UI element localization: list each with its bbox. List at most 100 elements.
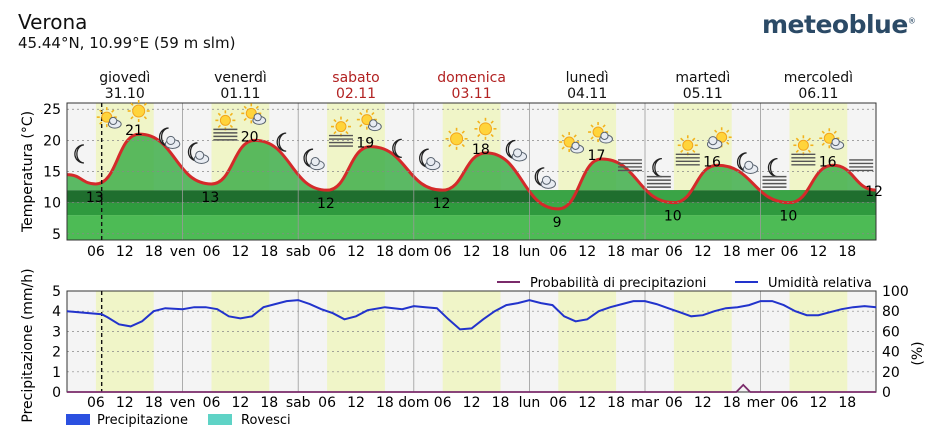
cloud-puff: [600, 131, 609, 140]
precip-hour-tick: 12: [809, 395, 827, 411]
temp-min-label: 10: [664, 209, 682, 225]
precip-tick-label: 4: [52, 304, 61, 320]
sun-ray: [371, 111, 375, 116]
sun-cloud-icon: [819, 128, 845, 150]
sun-ray: [333, 130, 337, 135]
sun-disc: [478, 122, 492, 136]
temp-plot-frame: [66, 102, 877, 241]
temp-max-label: 16: [819, 154, 837, 170]
sun-ray: [590, 124, 594, 128]
sun-ray: [243, 105, 247, 109]
temp-hour-tick: 18: [260, 244, 278, 260]
daylight-band: [95, 291, 154, 392]
day-date: 31.10: [105, 86, 145, 102]
fog-icon: [849, 159, 874, 172]
sun-disc: [219, 114, 231, 126]
sun-icon: [127, 100, 150, 122]
sun-ray: [99, 121, 103, 125]
moon-icon: [392, 138, 402, 159]
precip-hour-tick: 18: [607, 395, 625, 411]
sun-ray: [561, 146, 565, 150]
sun-ray: [795, 149, 799, 153]
temperature-area: [67, 134, 877, 209]
sun-ray: [359, 111, 363, 116]
cloud-puff: [744, 160, 754, 170]
precip-hour-tick: 12: [578, 395, 596, 411]
precip-hour-tick: 12: [694, 395, 712, 411]
precip-day-abbr: mar: [631, 395, 659, 411]
cloud-puff: [513, 148, 523, 158]
precip-tick-label: 0: [52, 385, 61, 401]
temp-day-abbr: ven: [170, 244, 196, 260]
humidity-line: [66, 299, 877, 331]
legend-label-showers: Rovesci: [241, 413, 291, 428]
sun-ray: [345, 118, 349, 123]
temp-hour-tick: 12: [694, 244, 712, 260]
temp-hour-tick: 06: [318, 244, 336, 260]
day-name: domenica: [437, 70, 506, 86]
daylight-band: [327, 291, 385, 392]
moon-cloud-icon: [505, 139, 528, 162]
sun-ray: [833, 130, 837, 134]
temp-hour-tick: 12: [231, 244, 249, 260]
temp-day-abbr: lun: [519, 244, 541, 260]
temp-hour-tick: 12: [578, 244, 596, 260]
climate-band: [67, 190, 876, 203]
climate-band: [67, 202, 876, 216]
sun-ray: [143, 116, 148, 120]
sun-ray: [448, 143, 452, 148]
legend-label-humidity: Umidità relativa: [768, 276, 872, 291]
sun-disc: [682, 139, 694, 151]
precip-day-abbr: sab: [286, 395, 311, 411]
precip-hour-tick: 12: [347, 395, 365, 411]
temp-min-label: 12: [433, 196, 451, 212]
moon-icon: [74, 144, 84, 164]
temp-end-label: 12: [865, 184, 883, 200]
temp-max-label: 19: [356, 136, 374, 152]
moon-cloud-icon: [419, 148, 441, 171]
moon-cloud-icon: [303, 148, 325, 171]
sun-ray: [573, 134, 577, 138]
cloud-puff: [571, 141, 580, 150]
sun-ray: [217, 112, 221, 116]
brand-trademark: ®: [907, 16, 916, 26]
temp-hour-tick: 12: [347, 244, 365, 260]
temp-tick-label: 15: [43, 165, 61, 181]
temp-day-abbr: mar: [631, 244, 659, 260]
sun-ray: [99, 109, 103, 113]
sun-ray: [461, 130, 465, 134]
precip-hour-tick: 06: [781, 395, 799, 411]
sun-ray: [602, 124, 606, 128]
day-name: sabato: [332, 70, 379, 86]
precip-hour-tick: 06: [434, 395, 452, 411]
sun-ray: [680, 137, 684, 141]
daylight-band: [789, 291, 848, 392]
sun-ray: [692, 137, 696, 141]
cloud-puff: [109, 116, 118, 126]
sun-ray: [461, 143, 465, 148]
temp-min-label: 10: [779, 209, 797, 225]
humidity-axis-label: (%): [910, 341, 926, 365]
day-name: lunedì: [566, 70, 609, 86]
day-name: giovedì: [99, 70, 150, 86]
temp-hour-tick: 06: [87, 244, 105, 260]
precip-hour-tick: 18: [260, 395, 278, 411]
sun-ray: [726, 129, 730, 133]
temp-hour-tick: 18: [838, 244, 856, 260]
precip-hour-tick: 06: [318, 395, 336, 411]
temp-hour-tick: 18: [723, 244, 741, 260]
temp-hour-tick: 06: [781, 244, 799, 260]
sun-ray: [692, 149, 696, 153]
cloud-puff: [831, 137, 840, 147]
temp-min-label: 9: [553, 215, 562, 231]
humidity-tick-label: 100: [882, 284, 909, 300]
humidity-tick-label: 20: [882, 365, 900, 381]
temp-tick-label: 20: [43, 133, 61, 149]
sun-ray: [477, 120, 481, 124]
humidity-tick-label: 0: [882, 385, 891, 401]
temp-min-label: 13: [86, 190, 104, 206]
temp-hour-tick: 18: [492, 244, 510, 260]
precip-day-abbr: mer: [747, 395, 775, 411]
moon-shape: [392, 138, 402, 159]
precip-hour-tick: 18: [838, 395, 856, 411]
